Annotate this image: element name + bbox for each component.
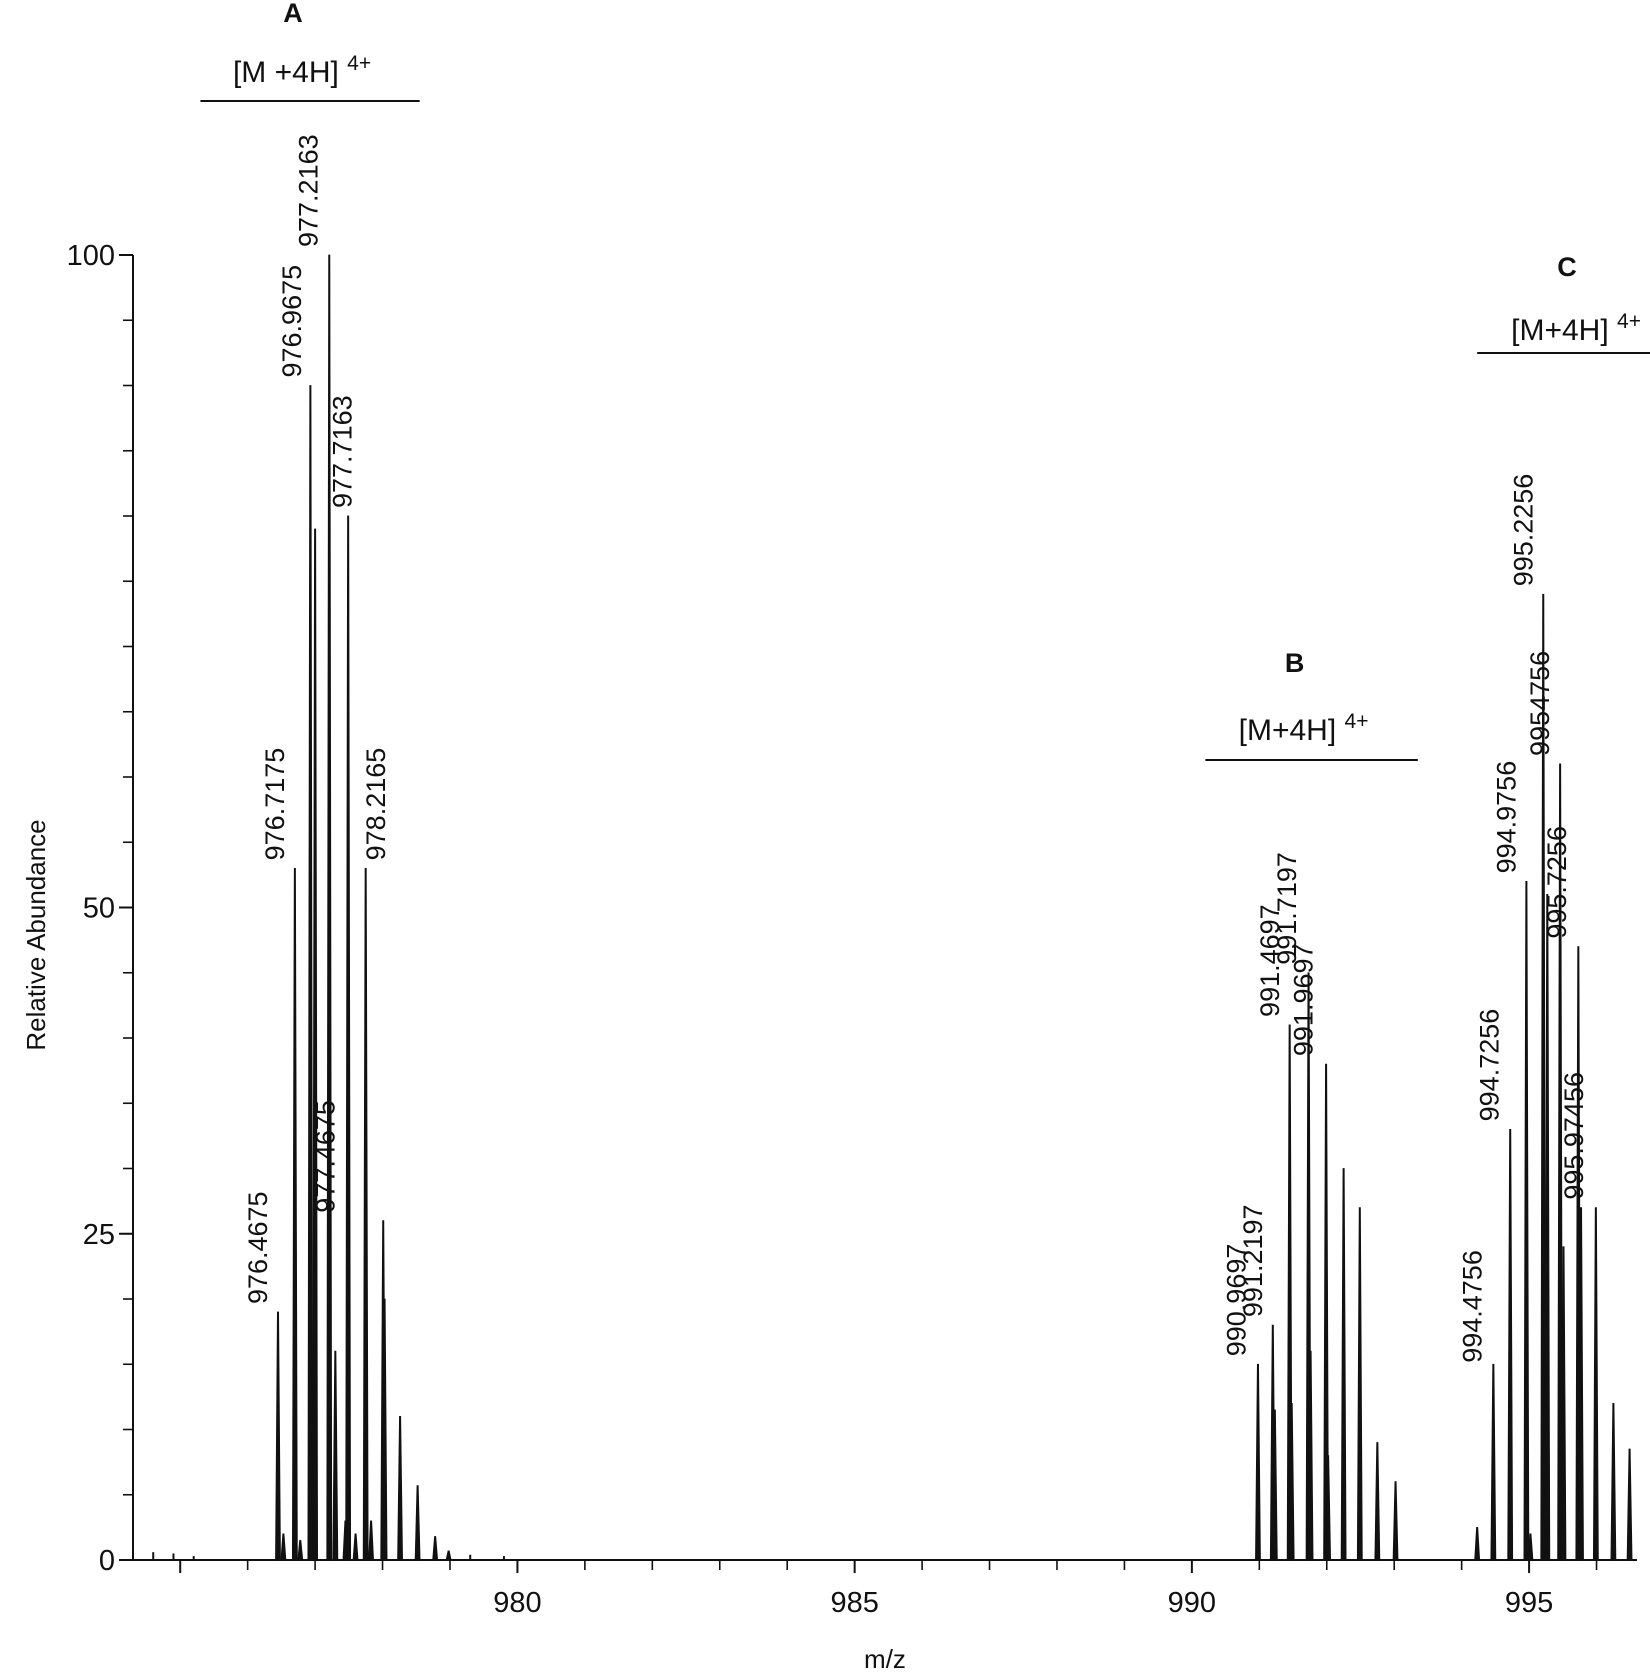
peak bbox=[368, 1520, 374, 1561]
axes: 0 25 50 100 980 985 990 995 bbox=[67, 240, 1637, 1619]
group-letter: C bbox=[1557, 252, 1577, 282]
peak-label: 976.9675 bbox=[277, 265, 307, 378]
y-tick-label: 25 bbox=[83, 1219, 115, 1251]
peak bbox=[1610, 1403, 1617, 1561]
ion-label: [M +4H] 4+ bbox=[233, 52, 371, 89]
peak-label: 995.7256 bbox=[1542, 826, 1572, 939]
x-axis-title: m/z bbox=[864, 1644, 906, 1674]
peak-label: 976.4675 bbox=[243, 1191, 273, 1304]
group-letter: B bbox=[1285, 648, 1305, 678]
peak bbox=[1271, 1409, 1278, 1561]
peak bbox=[1527, 1533, 1534, 1561]
y-tick-label: 100 bbox=[67, 240, 115, 272]
peak bbox=[397, 1416, 403, 1561]
peak bbox=[1474, 1526, 1481, 1561]
peak-label: 995.2256 bbox=[1508, 474, 1538, 587]
ion-label: [M+4H] 4+ bbox=[1239, 710, 1369, 747]
peak-label: 994.7256 bbox=[1475, 1009, 1505, 1122]
peak bbox=[345, 515, 352, 1561]
y-tick-label: 0 bbox=[99, 1545, 115, 1577]
peak bbox=[1325, 1455, 1332, 1561]
peaks bbox=[152, 254, 1633, 1561]
peak bbox=[1490, 1363, 1497, 1561]
peak bbox=[275, 1311, 281, 1561]
peak bbox=[326, 254, 333, 1561]
peak bbox=[1523, 881, 1530, 1561]
peak-label: 977.7163 bbox=[327, 395, 357, 508]
peak-label: 977.4675 bbox=[311, 1100, 341, 1213]
x-tick-label: 995 bbox=[1505, 1587, 1553, 1619]
peak bbox=[432, 1536, 439, 1561]
peak bbox=[362, 867, 369, 1561]
peak bbox=[280, 1533, 287, 1561]
peak bbox=[1544, 894, 1551, 1561]
peak bbox=[352, 1533, 359, 1561]
peak bbox=[1288, 1403, 1295, 1561]
peak-label: 991.2197 bbox=[1238, 1204, 1268, 1317]
peak bbox=[1392, 1481, 1399, 1561]
x-tick-label: 990 bbox=[1168, 1587, 1216, 1619]
peak bbox=[381, 1298, 388, 1561]
peak-label: 976.7175 bbox=[260, 748, 290, 861]
peak bbox=[1540, 593, 1547, 1561]
peak bbox=[1340, 1168, 1347, 1561]
peak-label: 978.2165 bbox=[361, 748, 391, 861]
peak-labels: 976.4675 976.7175 976.9675 977.2163 977.4675… bbox=[243, 134, 1589, 1362]
peak bbox=[1307, 1350, 1314, 1561]
x-tick-label: 985 bbox=[830, 1587, 878, 1619]
y-tick-label: 50 bbox=[83, 893, 115, 925]
peak-label: 991.4697 bbox=[1255, 904, 1285, 1017]
peak-label: 995.97456 bbox=[1559, 1072, 1589, 1200]
isotope-group-annotations: A [M +4H] 4+ B [M+4H] 4+ C [M+4H] 4+ bbox=[200, 0, 1650, 761]
x-tick-label: 980 bbox=[493, 1587, 541, 1619]
y-axis-title: Relative Abundance bbox=[21, 819, 51, 1050]
peak bbox=[1578, 1207, 1584, 1561]
peak bbox=[1592, 1207, 1599, 1561]
peak bbox=[414, 1485, 421, 1561]
peak bbox=[307, 385, 314, 1561]
peak bbox=[332, 1350, 339, 1561]
peak bbox=[1356, 1207, 1363, 1561]
peak bbox=[1560, 1246, 1567, 1561]
peak-label: 990.9697 bbox=[1221, 1244, 1251, 1357]
peak-label: 9954756 bbox=[1525, 651, 1555, 756]
peak bbox=[1507, 1128, 1514, 1561]
peak-label: 991.9697 bbox=[1289, 943, 1319, 1056]
peak bbox=[1374, 1442, 1381, 1561]
peak bbox=[445, 1550, 452, 1561]
peak bbox=[1255, 1363, 1261, 1561]
peak bbox=[312, 528, 318, 1561]
peak-label: 977.2163 bbox=[294, 134, 324, 247]
group-letter: A bbox=[283, 0, 303, 28]
peak-label: 994.4756 bbox=[1458, 1250, 1488, 1363]
peak-label: 994.9756 bbox=[1491, 761, 1521, 874]
peak-label: 991.7197 bbox=[1272, 852, 1302, 965]
peak bbox=[291, 867, 298, 1561]
ion-label: [M+4H] 4+ bbox=[1511, 310, 1641, 347]
peak bbox=[297, 1540, 304, 1561]
peak bbox=[1626, 1448, 1633, 1561]
